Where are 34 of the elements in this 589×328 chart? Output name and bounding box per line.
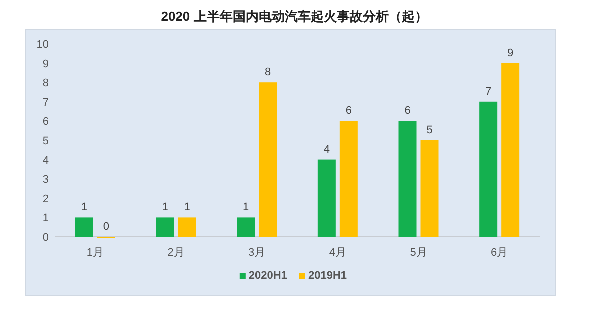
y-tick-label: 7: [42, 96, 49, 109]
data-label: 6: [346, 105, 352, 118]
x-tick-label: 3月: [248, 247, 266, 259]
data-label: 1: [162, 202, 168, 214]
data-label: 6: [404, 105, 411, 118]
x-tick-label: 2月: [168, 247, 185, 259]
data-label: 1: [184, 202, 190, 214]
y-tick-label: 1: [42, 212, 49, 225]
x-tick-label: 1月: [86, 247, 104, 259]
data-label: 5: [426, 124, 433, 136]
data-label: 1: [81, 202, 88, 214]
y-tick-label: 8: [42, 78, 49, 90]
data-label: 4: [324, 144, 330, 156]
data-label: 1: [243, 202, 250, 214]
y-tick-label: 2: [42, 193, 49, 206]
legend-label: 2020H1: [248, 270, 288, 282]
data-label: 7: [486, 86, 492, 98]
y-tick-label: 4: [42, 154, 49, 167]
data-label: 9: [508, 47, 514, 60]
legend-item: 2020H1: [240, 270, 288, 282]
data-label: 8: [265, 66, 272, 79]
legend-item: 2019H1: [300, 270, 348, 282]
y-tick-label: 5: [42, 136, 49, 148]
x-tick-label: 4月: [329, 247, 346, 259]
x-tick-label: 5月: [410, 247, 428, 259]
y-tick-label: 6: [42, 116, 49, 128]
legend-label: 2019H1: [308, 270, 348, 282]
y-tick-label: 9: [42, 58, 49, 70]
y-tick-label: 0: [42, 232, 49, 244]
x-tick-label: 6月: [491, 247, 508, 259]
chart-title: 2020 上半年国内电动汽车起火事故分析（起）: [161, 9, 428, 24]
y-tick-label: 3: [42, 174, 49, 186]
data-label: 0: [103, 221, 110, 233]
y-tick-label: 10: [36, 39, 49, 51]
